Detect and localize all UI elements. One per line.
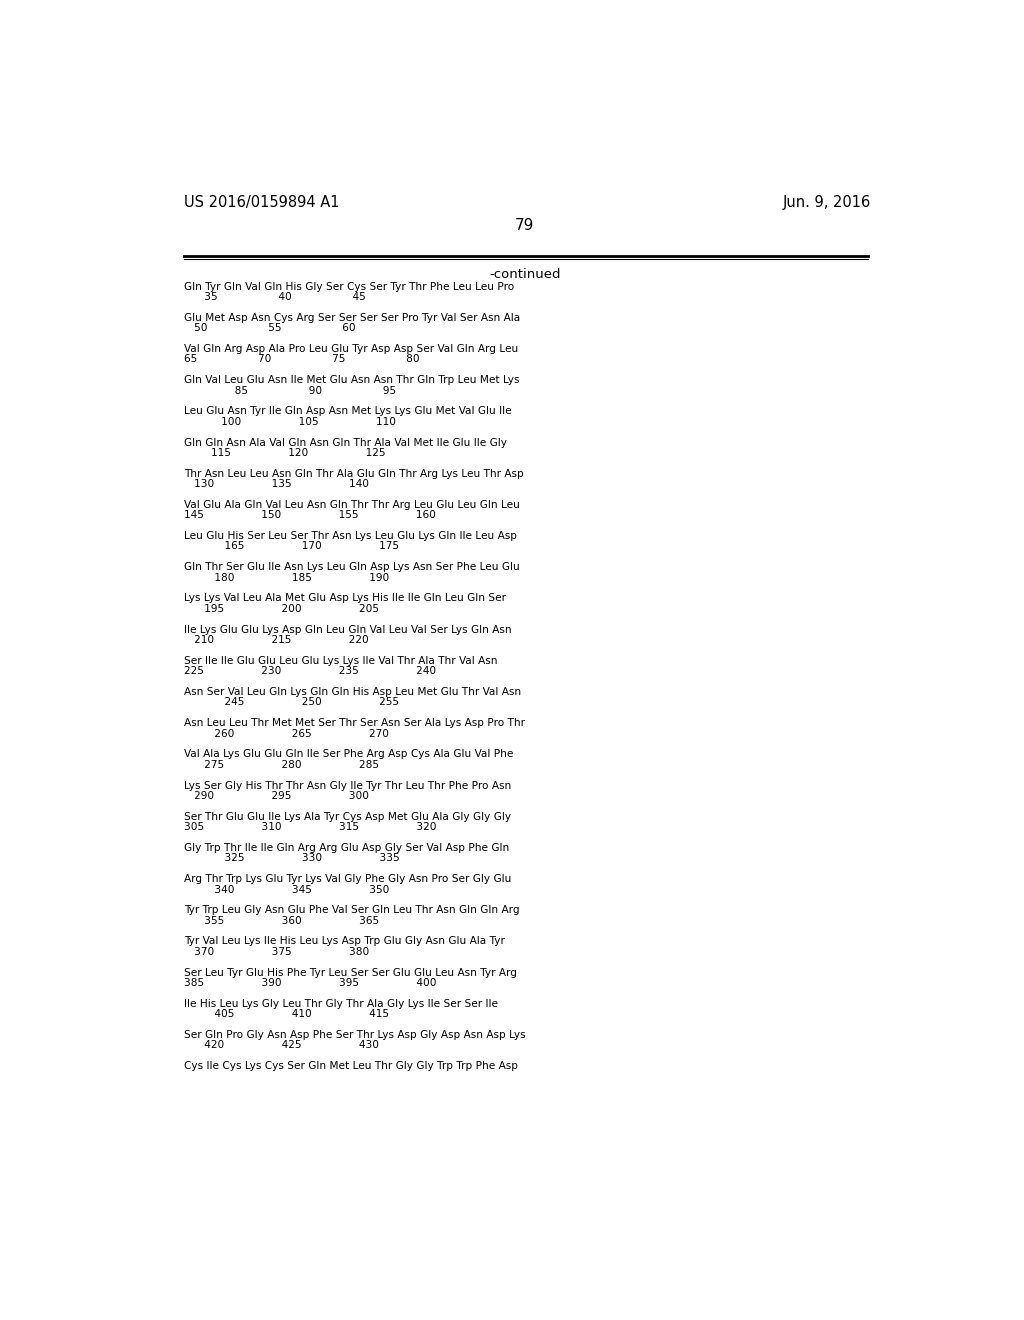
Text: Jun. 9, 2016: Jun. 9, 2016 bbox=[782, 195, 870, 210]
Text: Glu Met Asp Asn Cys Arg Ser Ser Ser Ser Pro Tyr Val Ser Asn Ala: Glu Met Asp Asn Cys Arg Ser Ser Ser Ser … bbox=[183, 313, 520, 323]
Text: Ser Gln Pro Gly Asn Asp Phe Ser Thr Lys Asp Gly Asp Asn Asp Lys: Ser Gln Pro Gly Asn Asp Phe Ser Thr Lys … bbox=[183, 1030, 525, 1040]
Text: 325                 330                 335: 325 330 335 bbox=[183, 853, 399, 863]
Text: 145                 150                 155                 160: 145 150 155 160 bbox=[183, 511, 435, 520]
Text: Gly Trp Thr Ile Ile Gln Arg Arg Glu Asp Gly Ser Val Asp Phe Gln: Gly Trp Thr Ile Ile Gln Arg Arg Glu Asp … bbox=[183, 843, 509, 853]
Text: 290                 295                 300: 290 295 300 bbox=[183, 791, 369, 801]
Text: Tyr Trp Leu Gly Asn Glu Phe Val Ser Gln Leu Thr Asn Gln Gln Arg: Tyr Trp Leu Gly Asn Glu Phe Val Ser Gln … bbox=[183, 906, 519, 915]
Text: Leu Glu His Ser Leu Ser Thr Asn Lys Leu Glu Lys Gln Ile Leu Asp: Leu Glu His Ser Leu Ser Thr Asn Lys Leu … bbox=[183, 531, 517, 541]
Text: Leu Glu Asn Tyr Ile Gln Asp Asn Met Lys Lys Glu Met Val Glu Ile: Leu Glu Asn Tyr Ile Gln Asp Asn Met Lys … bbox=[183, 407, 511, 416]
Text: Gln Thr Ser Glu Ile Asn Lys Leu Gln Asp Lys Asn Ser Phe Leu Glu: Gln Thr Ser Glu Ile Asn Lys Leu Gln Asp … bbox=[183, 562, 519, 573]
Text: 130                 135                 140: 130 135 140 bbox=[183, 479, 369, 490]
Text: Thr Asn Leu Leu Asn Gln Thr Ala Glu Gln Thr Arg Lys Leu Thr Asp: Thr Asn Leu Leu Asn Gln Thr Ala Glu Gln … bbox=[183, 469, 523, 479]
Text: 420                 425                 430: 420 425 430 bbox=[183, 1040, 379, 1051]
Text: Ile Lys Glu Glu Lys Asp Gln Leu Gln Val Leu Val Ser Lys Gln Asn: Ile Lys Glu Glu Lys Asp Gln Leu Gln Val … bbox=[183, 624, 511, 635]
Text: US 2016/0159894 A1: US 2016/0159894 A1 bbox=[183, 195, 339, 210]
Text: Ser Ile Ile Glu Glu Leu Glu Lys Lys Ile Val Thr Ala Thr Val Asn: Ser Ile Ile Glu Glu Leu Glu Lys Lys Ile … bbox=[183, 656, 498, 665]
Text: -continued: -continued bbox=[489, 268, 560, 281]
Text: 165                 170                 175: 165 170 175 bbox=[183, 541, 398, 552]
Text: 100                 105                 110: 100 105 110 bbox=[183, 417, 396, 426]
Text: Cys Ile Cys Lys Cys Ser Gln Met Leu Thr Gly Gly Trp Trp Phe Asp: Cys Ile Cys Lys Cys Ser Gln Met Leu Thr … bbox=[183, 1061, 518, 1072]
Text: Lys Lys Val Leu Ala Met Glu Asp Lys His Ile Ile Gln Leu Gln Ser: Lys Lys Val Leu Ala Met Glu Asp Lys His … bbox=[183, 594, 506, 603]
Text: Ser Leu Tyr Glu His Phe Tyr Leu Ser Ser Glu Glu Leu Asn Tyr Arg: Ser Leu Tyr Glu His Phe Tyr Leu Ser Ser … bbox=[183, 968, 517, 978]
Text: Lys Ser Gly His Thr Thr Asn Gly Ile Tyr Thr Leu Thr Phe Pro Asn: Lys Ser Gly His Thr Thr Asn Gly Ile Tyr … bbox=[183, 780, 511, 791]
Text: 50                  55                  60: 50 55 60 bbox=[183, 323, 355, 333]
Text: 405                 410                 415: 405 410 415 bbox=[183, 1010, 389, 1019]
Text: 355                 360                 365: 355 360 365 bbox=[183, 916, 379, 925]
Text: 79: 79 bbox=[515, 218, 535, 234]
Text: 210                 215                 220: 210 215 220 bbox=[183, 635, 369, 645]
Text: 340                 345                 350: 340 345 350 bbox=[183, 884, 389, 895]
Text: 385                 390                 395                 400: 385 390 395 400 bbox=[183, 978, 436, 989]
Text: 260                 265                 270: 260 265 270 bbox=[183, 729, 389, 739]
Text: 180                 185                 190: 180 185 190 bbox=[183, 573, 389, 582]
Text: Val Glu Ala Gln Val Leu Asn Gln Thr Thr Arg Leu Glu Leu Gln Leu: Val Glu Ala Gln Val Leu Asn Gln Thr Thr … bbox=[183, 500, 519, 510]
Text: Tyr Val Leu Lys Ile His Leu Lys Asp Trp Glu Gly Asn Glu Ala Tyr: Tyr Val Leu Lys Ile His Leu Lys Asp Trp … bbox=[183, 936, 505, 946]
Text: Asn Leu Leu Thr Met Met Ser Thr Ser Asn Ser Ala Lys Asp Pro Thr: Asn Leu Leu Thr Met Met Ser Thr Ser Asn … bbox=[183, 718, 524, 729]
Text: 65                  70                  75                  80: 65 70 75 80 bbox=[183, 354, 420, 364]
Text: Ser Thr Glu Glu Ile Lys Ala Tyr Cys Asp Met Glu Ala Gly Gly Gly: Ser Thr Glu Glu Ile Lys Ala Tyr Cys Asp … bbox=[183, 812, 511, 822]
Text: 85                  90                  95: 85 90 95 bbox=[183, 385, 396, 396]
Text: 225                 230                 235                 240: 225 230 235 240 bbox=[183, 667, 436, 676]
Text: Val Ala Lys Glu Glu Gln Ile Ser Phe Arg Asp Cys Ala Glu Val Phe: Val Ala Lys Glu Glu Gln Ile Ser Phe Arg … bbox=[183, 750, 513, 759]
Text: 275                 280                 285: 275 280 285 bbox=[183, 760, 379, 770]
Text: 245                 250                 255: 245 250 255 bbox=[183, 697, 398, 708]
Text: 115                 120                 125: 115 120 125 bbox=[183, 447, 385, 458]
Text: Gln Gln Asn Ala Val Gln Asn Gln Thr Ala Val Met Ile Glu Ile Gly: Gln Gln Asn Ala Val Gln Asn Gln Thr Ala … bbox=[183, 437, 507, 447]
Text: Ile His Leu Lys Gly Leu Thr Gly Thr Ala Gly Lys Ile Ser Ser Ile: Ile His Leu Lys Gly Leu Thr Gly Thr Ala … bbox=[183, 999, 498, 1008]
Text: 195                 200                 205: 195 200 205 bbox=[183, 603, 379, 614]
Text: 35                  40                  45: 35 40 45 bbox=[183, 292, 366, 302]
Text: Asn Ser Val Leu Gln Lys Gln Gln His Asp Leu Met Glu Thr Val Asn: Asn Ser Val Leu Gln Lys Gln Gln His Asp … bbox=[183, 686, 521, 697]
Text: Val Gln Arg Asp Ala Pro Leu Glu Tyr Asp Asp Ser Val Gln Arg Leu: Val Gln Arg Asp Ala Pro Leu Glu Tyr Asp … bbox=[183, 345, 518, 354]
Text: 370                 375                 380: 370 375 380 bbox=[183, 946, 369, 957]
Text: 305                 310                 315                 320: 305 310 315 320 bbox=[183, 822, 436, 832]
Text: Arg Thr Trp Lys Glu Tyr Lys Val Gly Phe Gly Asn Pro Ser Gly Glu: Arg Thr Trp Lys Glu Tyr Lys Val Gly Phe … bbox=[183, 874, 511, 884]
Text: Gln Tyr Gln Val Gln His Gly Ser Cys Ser Tyr Thr Phe Leu Leu Pro: Gln Tyr Gln Val Gln His Gly Ser Cys Ser … bbox=[183, 281, 514, 292]
Text: Gln Val Leu Glu Asn Ile Met Glu Asn Asn Thr Gln Trp Leu Met Lys: Gln Val Leu Glu Asn Ile Met Glu Asn Asn … bbox=[183, 375, 519, 385]
